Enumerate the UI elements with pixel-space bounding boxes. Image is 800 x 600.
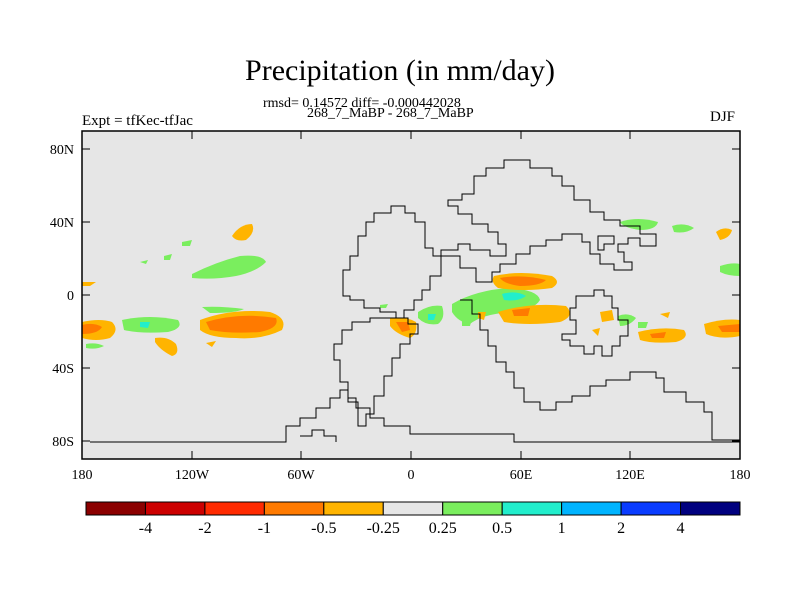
anomaly-green-blob xyxy=(380,304,388,308)
lat-tick-label: 80S xyxy=(52,435,74,450)
anomaly-green-blob xyxy=(140,260,148,264)
anomaly-green-blob xyxy=(462,318,472,326)
anomaly-orange-blob xyxy=(82,282,96,286)
lon-tick-label: 0 xyxy=(408,468,415,483)
anomaly-green-blob xyxy=(620,219,658,230)
anomaly-dark-orange-blob xyxy=(650,332,666,338)
anomaly-dark-orange-blob xyxy=(718,324,740,332)
lon-tick-label: 60E xyxy=(510,468,533,483)
colorbar-label: 2 xyxy=(617,520,625,537)
anomaly-orange-blob xyxy=(600,310,614,322)
anomaly-dark-orange-blob xyxy=(206,315,277,333)
colorbar-label: -2 xyxy=(198,520,211,537)
anomaly-green-blob xyxy=(192,255,266,279)
lon-tick-label: 60W xyxy=(287,468,315,483)
stats-label: rmsd= 0.14572 diff= -0.000442028 xyxy=(263,96,461,111)
runs-label: 268_7_MaBP - 268_7_MaBP xyxy=(307,106,474,121)
lon-tick-label: 180 xyxy=(730,468,751,483)
colorbar-swatch xyxy=(680,501,741,516)
colorbar-label: -4 xyxy=(139,520,152,537)
anomaly-dark-orange-blob xyxy=(512,308,530,316)
colorbar-label: 0.25 xyxy=(429,520,457,537)
anomaly-orange-blob xyxy=(155,337,178,356)
antarctic-peninsula-outline xyxy=(300,429,337,442)
axis-ticks xyxy=(81,131,741,459)
colorbar-swatch xyxy=(382,501,444,516)
africa-south-outline xyxy=(460,299,740,441)
south-america-outline xyxy=(333,317,419,427)
colorbar-swatch xyxy=(85,501,146,516)
colorbar-label: -0.25 xyxy=(367,520,400,537)
anomaly-green-blob xyxy=(164,254,172,260)
colorbar-swatch xyxy=(501,501,563,516)
lon-tick-labels: 180 120W 60W 0 60E 120E 180 xyxy=(72,468,751,483)
anomaly-green-blob xyxy=(720,263,740,276)
colorbar-label: 0.5 xyxy=(492,520,512,537)
colorbar-swatch xyxy=(561,501,622,516)
anomaly-dark-orange-blob xyxy=(396,322,410,332)
anomaly-cyan-blob xyxy=(502,292,526,301)
continent-outlines xyxy=(90,159,740,443)
map-background xyxy=(82,131,740,459)
anomaly-green-blob xyxy=(672,224,694,233)
anomaly-green-blob xyxy=(122,317,180,333)
colorbar-label: 1 xyxy=(558,520,566,537)
americas-outline xyxy=(342,205,442,319)
anomaly-green-blob xyxy=(182,240,192,246)
anomaly-cyan-blob xyxy=(428,314,436,320)
colorbar-swatch xyxy=(442,501,503,516)
colorbar-labels: -4 -2 -1 -0.5 -0.25 0.25 0.5 1 2 4 xyxy=(139,520,685,537)
anomaly-orange-blob xyxy=(660,312,670,318)
lat-tick-label: 0 xyxy=(67,289,74,304)
lat-tick-label: 40N xyxy=(50,216,74,231)
anomaly-orange-blob xyxy=(206,341,216,347)
lon-tick-label: 120E xyxy=(615,468,645,483)
lat-tick-labels: 80N 40N 0 40S 80S xyxy=(50,143,74,450)
anomaly-orange-blob xyxy=(592,328,600,336)
anomaly-orange-blob xyxy=(232,224,254,241)
colorbar-swatch xyxy=(620,501,682,516)
anomaly-green-blob xyxy=(86,343,104,349)
lon-tick-label: 120W xyxy=(175,468,210,483)
colorbar-swatch xyxy=(323,501,384,516)
colorbar-swatch xyxy=(204,501,265,516)
anomaly-green-blob xyxy=(638,322,648,328)
anomaly-green-blob xyxy=(202,306,244,313)
colorbar-swatch xyxy=(263,501,325,516)
anomaly-cyan-blob xyxy=(140,322,150,328)
season-label: DJF xyxy=(710,109,736,125)
anomaly-dark-orange-blob xyxy=(500,276,546,286)
indochina-outline xyxy=(561,289,629,357)
experiment-label: Expt = tfKec-tfJac xyxy=(82,113,193,129)
lat-tick-label: 40S xyxy=(52,362,74,377)
colorbar-label: -1 xyxy=(258,520,271,537)
figure-title: Precipitation (in mm/day) xyxy=(245,54,555,87)
anomaly-red-blob xyxy=(82,323,102,334)
colorbar-swatch xyxy=(144,501,206,516)
eurasia-africa-outline xyxy=(440,159,657,283)
colorbar xyxy=(85,501,741,516)
anomaly-field xyxy=(82,219,740,356)
antarctica-outline xyxy=(90,389,740,443)
colorbar-label: 4 xyxy=(677,520,685,537)
arctic-island-outline xyxy=(597,235,615,251)
anomaly-orange-blob xyxy=(716,228,732,240)
lon-tick-label: 180 xyxy=(72,468,93,483)
colorbar-label: -0.5 xyxy=(311,520,336,537)
lat-tick-label: 80N xyxy=(50,143,74,158)
